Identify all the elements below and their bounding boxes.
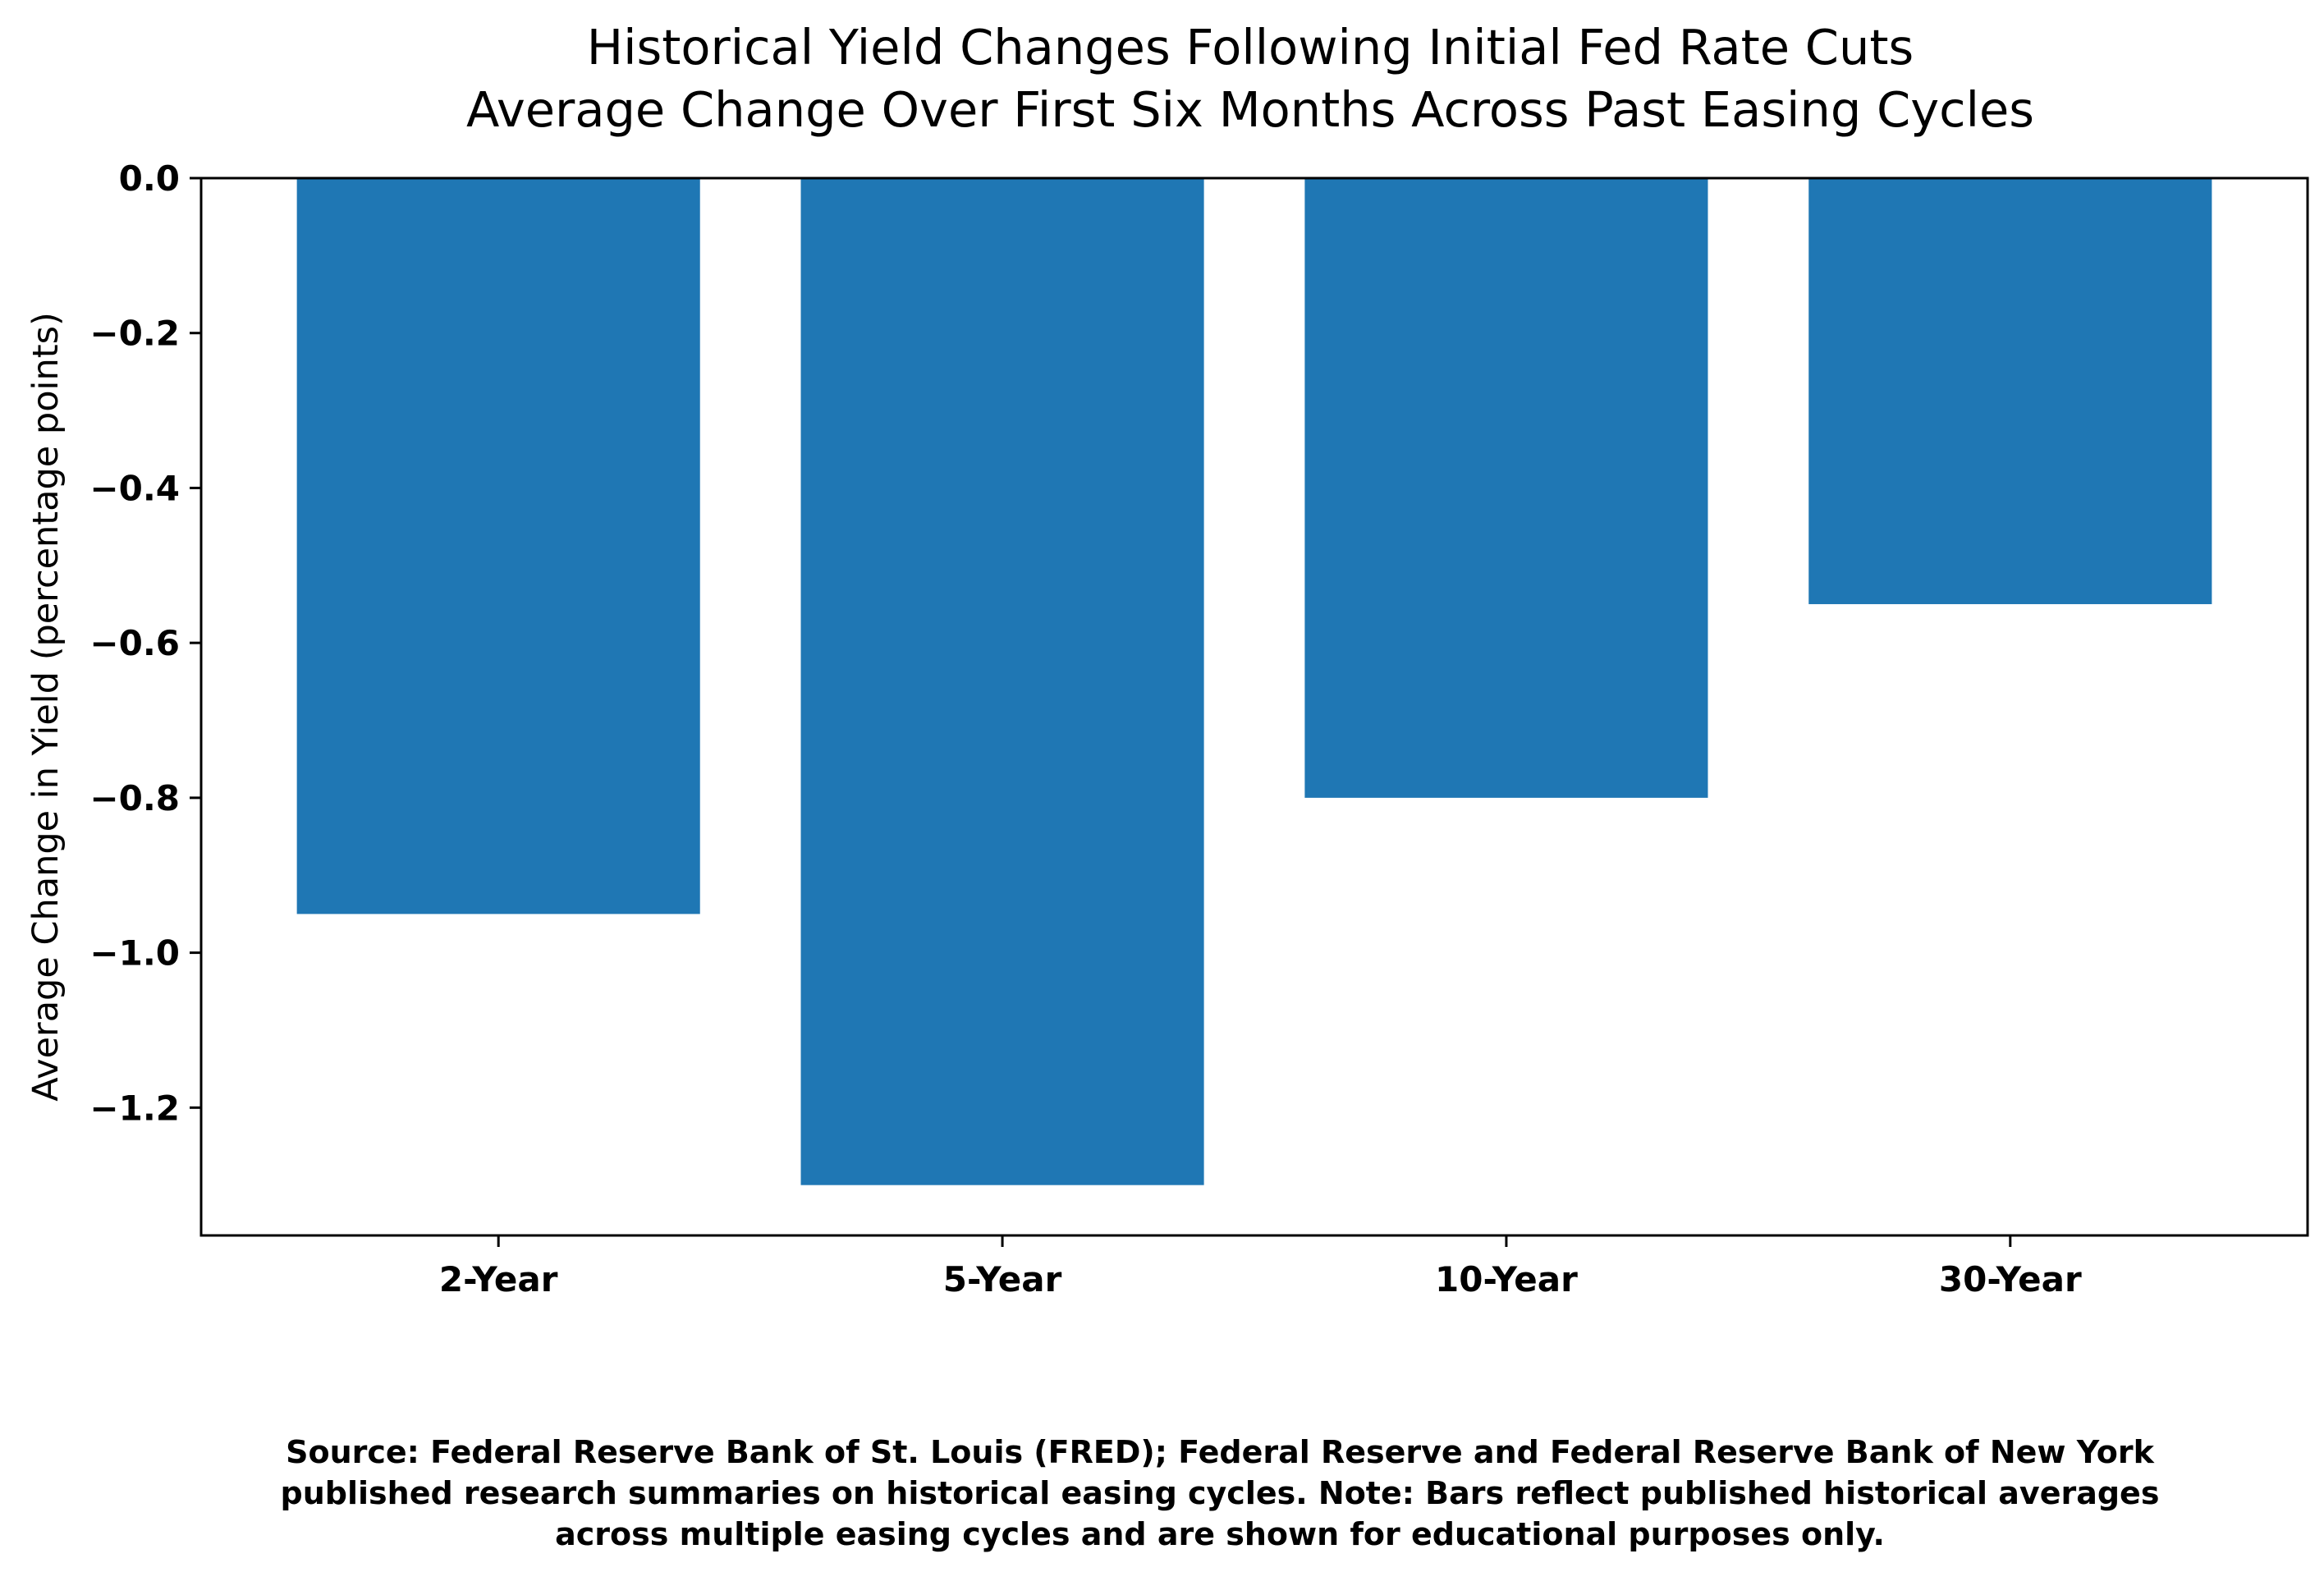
- x-axis-ticks: 2-Year 5-Year 10-Year 30-Year: [439, 1235, 2082, 1299]
- x-tick-label: 10-Year: [1435, 1259, 1578, 1299]
- bar-30-year: [1808, 178, 2212, 604]
- y-axis-label: Average Change in Yield (percentage poin…: [25, 312, 66, 1102]
- source-note-line-3: across multiple easing cycles and are sh…: [555, 1516, 1885, 1552]
- x-tick-label: 5-Year: [943, 1259, 1062, 1299]
- y-tick-label: −0.2: [89, 314, 180, 354]
- x-tick-label: 30-Year: [1939, 1259, 2082, 1299]
- bars-layer: [296, 178, 2212, 1185]
- source-note: Source: Federal Reserve Bank of St. Loui…: [281, 1434, 2160, 1552]
- y-tick-label: −0.8: [89, 778, 180, 818]
- y-axis-ticks: 0.0 −0.2 −0.4 −0.6 −0.8 −1.0 −1.2: [89, 158, 201, 1128]
- bar-10-year: [1304, 178, 1708, 798]
- bar-2-year: [296, 178, 700, 914]
- bar-5-year: [800, 178, 1204, 1185]
- source-note-line-1: Source: Federal Reserve Bank of St. Loui…: [286, 1434, 2154, 1470]
- chart-title: Historical Yield Changes Following Initi…: [587, 19, 1914, 76]
- plot-area-frame: [199, 176, 2309, 1237]
- y-tick-label: −0.6: [89, 623, 180, 663]
- source-note-line-2: published research summaries on historic…: [281, 1475, 2160, 1511]
- chart-subtitle: Average Change Over First Six Months Acr…: [466, 81, 2034, 138]
- y-tick-label: −1.0: [89, 933, 180, 974]
- y-tick-label: −1.2: [89, 1088, 180, 1128]
- x-tick-label: 2-Year: [439, 1259, 558, 1299]
- y-tick-label: −0.4: [89, 468, 180, 508]
- y-tick-label: 0.0: [119, 158, 180, 199]
